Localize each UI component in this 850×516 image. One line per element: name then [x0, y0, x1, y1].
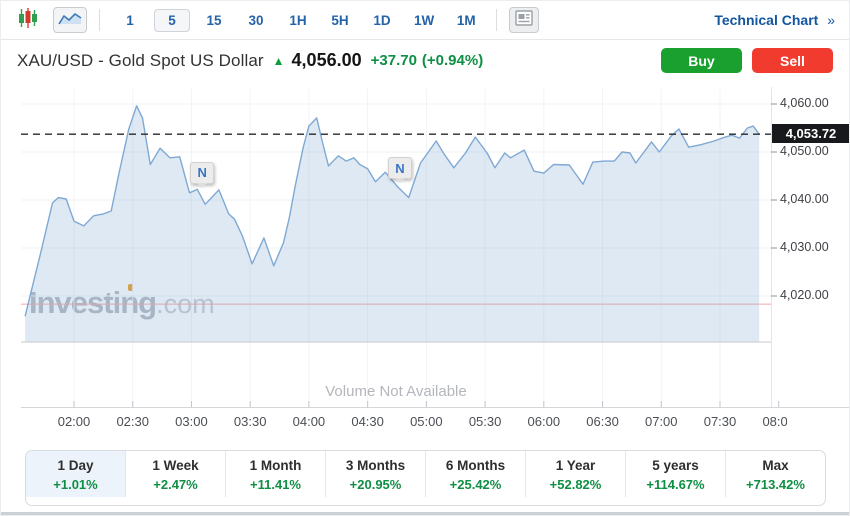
price-axis-label: 4,020.00: [780, 288, 829, 302]
performance-tab-label: Max: [762, 458, 789, 473]
technical-chart-link[interactable]: Technical Chart »: [714, 12, 835, 28]
price-change-percent: (+0.94%): [421, 52, 484, 69]
volume-note: Volume Not Available: [325, 383, 467, 400]
candlestick-chart-icon: [17, 7, 39, 34]
timeframe-button-30[interactable]: 30: [248, 12, 264, 28]
performance-tab-max[interactable]: Max +713.42%: [725, 451, 825, 497]
timeframe-group: 1 5 15 30 1H 5H 1D 1W 1M: [112, 8, 484, 32]
price-chart: Investing.com Volume Not Available 02:00…: [1, 81, 850, 447]
sell-button[interactable]: Sell: [752, 48, 833, 73]
performance-tab-label: 1 Day: [57, 458, 94, 473]
price-change: +37.70: [370, 52, 417, 69]
time-axis-label: 02:00: [57, 414, 91, 429]
buy-button[interactable]: Buy: [661, 48, 742, 73]
technical-chart-label: Technical Chart: [714, 12, 819, 28]
area-chart-icon: [57, 9, 83, 32]
last-price: 4,056.00: [291, 50, 362, 70]
time-axis-label: 04:30: [351, 414, 384, 429]
performance-tab-1-year[interactable]: 1 Year +52.82%: [525, 451, 625, 497]
news-panel-button[interactable]: [509, 7, 540, 33]
area-chart-button[interactable]: [53, 7, 87, 33]
toolbar-divider: [99, 9, 100, 31]
performance-tab-label: 1 Week: [152, 458, 199, 473]
timeframe-button-1m[interactable]: 1M: [456, 12, 476, 28]
performance-tab-label: 3 Months: [345, 458, 406, 473]
time-axis-label: 07:00: [644, 414, 678, 429]
performance-footer: 1 Day +1.01% 1 Week +2.47% 1 Month +11.41% 3 M…: [25, 450, 826, 506]
instrument-header: XAU/USD - Gold Spot US Dollar ▲ 4,056.00…: [1, 40, 849, 81]
performance-tab-label: 5 years: [652, 458, 699, 473]
timeframe-button-1w[interactable]: 1W: [414, 12, 435, 28]
time-axis-label: 02:30: [116, 414, 149, 429]
watermark-accent-dot: [128, 284, 133, 291]
performance-tab-1-month[interactable]: 1 Month +11.41%: [225, 451, 325, 497]
time-axis-label: 03:30: [233, 414, 267, 429]
price-axis-label: 4,060.00: [780, 96, 829, 110]
chart-toolbar: 1 5 15 30 1H 5H 1D 1W 1M Technical Chart »: [1, 1, 849, 40]
up-arrow-icon: ▲: [272, 53, 285, 68]
news-marker[interactable]: N: [387, 157, 412, 180]
performance-tab-6-months[interactable]: 6 Months +25.42%: [425, 451, 525, 497]
performance-tab-change: +11.41%: [250, 477, 301, 492]
news-marker[interactable]: N: [190, 161, 215, 184]
time-axis-label: 03:00: [175, 414, 208, 429]
price-axis-label: 4,050.00: [780, 144, 829, 158]
performance-tab-row: 1 Day +1.01% 1 Week +2.47% 1 Month +11.41% 3 M…: [26, 451, 825, 497]
instrument-title: XAU/USD - Gold Spot US Dollar: [17, 50, 264, 70]
performance-tab-change: +25.42%: [449, 477, 502, 492]
time-axis-label: 08:00: [762, 414, 787, 429]
performance-tab-change: +713.42%: [746, 477, 805, 492]
performance-tab-label: 1 Year: [555, 458, 596, 473]
time-axis-label: 06:30: [586, 414, 619, 429]
performance-tab-5-years[interactable]: 5 years +114.67%: [625, 451, 725, 497]
time-axis-label: 05:00: [410, 414, 443, 429]
performance-tab-3-months[interactable]: 3 Months +20.95%: [325, 451, 425, 497]
timeframe-button-1d[interactable]: 1D: [373, 12, 391, 28]
performance-tab-1-week[interactable]: 1 Week +2.47%: [125, 451, 225, 497]
toolbar-divider: [496, 9, 498, 31]
performance-tab-1-day[interactable]: 1 Day +1.01%: [26, 451, 125, 497]
price-axis-label: 4,030.00: [780, 240, 829, 254]
candlestick-chart-button[interactable]: [13, 7, 43, 33]
time-axis-label: 04:00: [292, 414, 326, 429]
time-axis: 02:00 02:30 03:00 03:30 04:00 04:30 05:00 05:30…: [1, 411, 787, 433]
timeframe-button-1h[interactable]: 1H: [289, 12, 307, 28]
price-axis-label: 4,040.00: [780, 192, 829, 206]
price-chart-canvas[interactable]: [1, 81, 850, 447]
timeframe-button-15[interactable]: 15: [206, 12, 222, 28]
performance-tab-label: 1 Month: [249, 458, 302, 473]
watermark-bold-text: Investing: [29, 285, 157, 320]
timeframe-button-5[interactable]: 5: [154, 8, 190, 32]
performance-tab-change: +20.95%: [349, 477, 402, 492]
time-axis-label: 07:30: [703, 414, 737, 429]
current-price-badge: 4,053.72: [772, 124, 849, 144]
performance-tab-change: +2.47%: [153, 477, 198, 492]
timeframe-button-5h[interactable]: 5H: [331, 12, 349, 28]
bottom-divider: [1, 512, 849, 515]
performance-tab-change: +114.67%: [646, 477, 705, 492]
timeframe-button-1[interactable]: 1: [126, 12, 134, 28]
performance-tab-change: +1.01%: [53, 477, 98, 492]
time-axis-label: 06:00: [527, 414, 561, 429]
time-axis-label: 05:30: [468, 414, 502, 429]
news-panel-icon: [515, 9, 533, 31]
chevron-right-icon: »: [827, 12, 835, 28]
performance-tab-change: +52.82%: [549, 477, 602, 492]
performance-tab-label: 6 Months: [445, 458, 506, 473]
